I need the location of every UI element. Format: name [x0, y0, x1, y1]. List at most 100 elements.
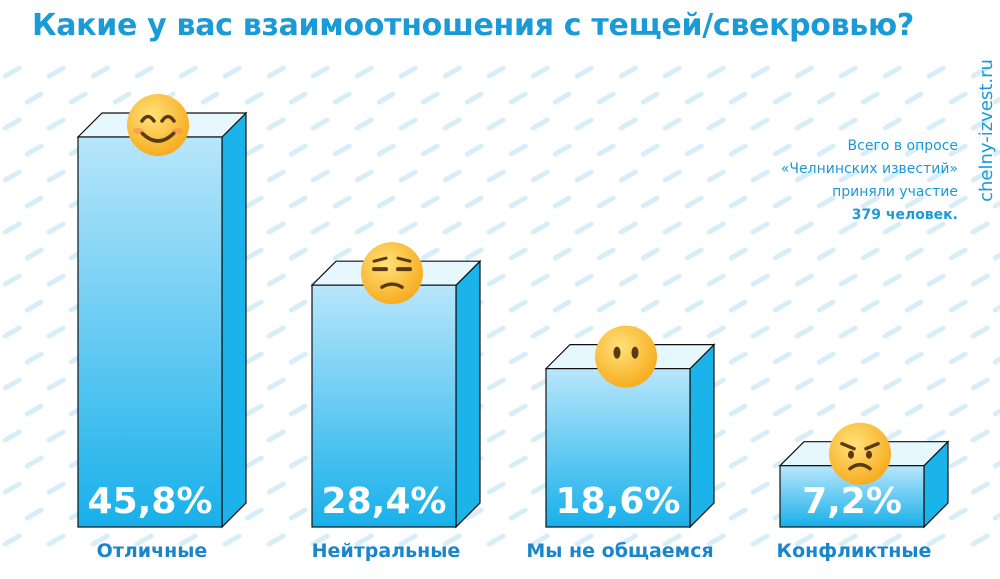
pattern-dash [750, 117, 770, 131]
pattern-dash [970, 325, 990, 339]
pattern-dash [442, 65, 462, 79]
pattern-dash [508, 351, 528, 365]
pattern-dash [464, 507, 484, 521]
pattern-dash [2, 169, 22, 183]
bar-front [77, 136, 223, 528]
pattern-dash [178, 533, 198, 547]
pattern-dash [2, 377, 22, 391]
pattern-dash [486, 377, 506, 391]
pattern-dash [816, 351, 836, 365]
pattern-dash [442, 117, 462, 131]
pattern-dash [750, 377, 770, 391]
pattern-dash [288, 403, 308, 417]
pattern-dash [46, 377, 66, 391]
pattern-dash [530, 221, 550, 235]
pattern-dash [2, 325, 22, 339]
note-line-4: 379 человек. [851, 207, 958, 223]
pattern-dash [926, 533, 946, 547]
pattern-dash [398, 221, 418, 235]
value-label: 7,2% [802, 481, 902, 522]
pattern-dash [508, 455, 528, 469]
pattern-dash [926, 221, 946, 235]
pattern-dash [728, 403, 748, 417]
pattern-dash [992, 356, 1000, 365]
pattern-dash [332, 143, 352, 157]
pattern-dash [310, 117, 330, 131]
pattern-dash [46, 65, 66, 79]
pattern-dash [2, 117, 22, 131]
pattern-dash [574, 533, 594, 547]
pattern-dash [486, 65, 506, 79]
pattern-dash [200, 91, 220, 105]
pattern-dash [354, 169, 374, 183]
pattern-dash [508, 195, 528, 209]
note-line-1: Всего в опросе [847, 138, 958, 154]
pattern-dash [794, 169, 814, 183]
pattern-dash [376, 143, 396, 157]
pattern-dash [816, 403, 836, 417]
pattern-dash [904, 351, 924, 365]
bar: 28,4% [310, 259, 482, 529]
pattern-dash [24, 507, 44, 521]
pattern-dash [464, 247, 484, 261]
pattern-dash [332, 195, 352, 209]
value-label: 18,6% [556, 481, 681, 522]
bar-front [311, 284, 457, 528]
pattern-dash [882, 377, 902, 391]
pattern-dash [640, 195, 660, 209]
pattern-dash [552, 299, 572, 313]
pattern-dash [46, 481, 66, 495]
pattern-dash [90, 533, 110, 547]
pattern-dash [970, 221, 990, 235]
pattern-dash [750, 169, 770, 183]
pattern-dash [530, 169, 550, 183]
pattern-dash [530, 325, 550, 339]
pattern-dash [244, 403, 264, 417]
pattern-dash [992, 460, 1000, 469]
pattern-dash [684, 143, 704, 157]
angry-face-icon [829, 422, 891, 485]
pattern-dash [728, 507, 748, 521]
pattern-dash [2, 533, 22, 547]
pattern-dash [860, 351, 880, 365]
pattern-dash [508, 143, 528, 157]
pattern-dash [970, 65, 990, 79]
pattern-dash [882, 169, 902, 183]
pattern-dash [266, 117, 286, 131]
pattern-dash [244, 247, 264, 261]
pattern-dash [112, 91, 132, 105]
pattern-dash [398, 65, 418, 79]
pattern-dash [750, 221, 770, 235]
pattern-dash [354, 117, 374, 131]
pattern-dash [288, 91, 308, 105]
pattern-dash [904, 195, 924, 209]
pattern-dash [992, 96, 1000, 105]
pattern-dash [376, 91, 396, 105]
pattern-dash [750, 325, 770, 339]
pattern-dash [266, 273, 286, 287]
pattern-dash [838, 377, 858, 391]
pattern-dash [596, 91, 616, 105]
pattern-dash [662, 169, 682, 183]
bar-side [455, 259, 481, 529]
pattern-dash [618, 533, 638, 547]
pattern-dash [332, 91, 352, 105]
pattern-dash [420, 195, 440, 209]
pattern-dash [926, 325, 946, 339]
pattern-dash [838, 221, 858, 235]
pattern-dash [882, 273, 902, 287]
pattern-dash [948, 143, 968, 157]
pattern-dash [992, 148, 1000, 157]
category-label: Нейтральные [311, 540, 461, 562]
bar-side [689, 343, 715, 529]
pattern-dash [222, 533, 242, 547]
pattern-dash [46, 273, 66, 287]
pattern-dash [46, 325, 66, 339]
pattern-dash [948, 91, 968, 105]
pattern-dash [794, 221, 814, 235]
pattern-dash [772, 195, 792, 209]
bar: 45,8% [76, 111, 248, 529]
pattern-dash [134, 533, 154, 547]
pattern-dash [816, 143, 836, 157]
pattern-dash [332, 247, 352, 261]
